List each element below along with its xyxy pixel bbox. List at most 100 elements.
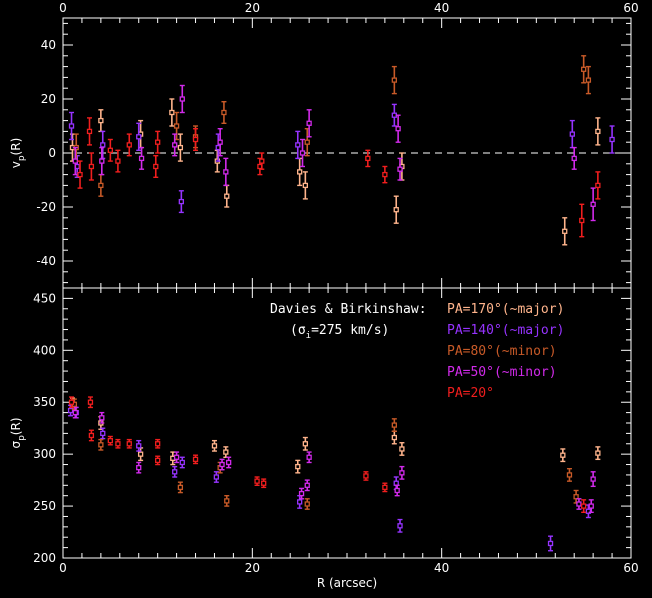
y-tick-label: 0 (48, 146, 56, 160)
x-tick-label-top: 0 (59, 1, 67, 15)
data-point-marker (136, 443, 142, 449)
data-point-marker (98, 182, 104, 189)
data-point-marker (562, 228, 568, 234)
data-point-marker (136, 134, 142, 140)
data-point-marker (609, 136, 615, 143)
legend-entry: PA=50°(~minor) (447, 365, 557, 380)
data-point-marker (172, 142, 178, 148)
data-point-marker (306, 120, 312, 126)
data-point-marker (298, 490, 305, 497)
data-point-marker (115, 158, 121, 164)
y-tick-label: 300 (33, 447, 56, 461)
data-point-marker (547, 540, 554, 547)
data-point-marker (88, 163, 95, 170)
series (72, 84, 596, 222)
data-point-marker (579, 217, 585, 224)
data-point-marker (302, 441, 308, 447)
data-point-marker (155, 441, 161, 447)
data-point-marker (153, 163, 159, 170)
data-point-marker (224, 498, 230, 504)
data-point-marker (179, 96, 185, 102)
series (72, 406, 596, 514)
y-tick-label: 40 (41, 38, 56, 52)
y-tick-label: -40 (36, 254, 56, 268)
data-point-marker (86, 128, 93, 135)
data-point-marker (99, 415, 105, 421)
data-point-marker (67, 407, 74, 414)
legend-entry: PA=20° (447, 386, 494, 401)
data-point-marker (77, 171, 83, 178)
data-point-marker (68, 399, 75, 405)
data-point-marker (581, 503, 587, 509)
series (68, 103, 615, 214)
bottom-y-axis-label: σp(R) (9, 417, 27, 448)
x-tick-label: 40 (434, 561, 449, 575)
data-point-marker (566, 472, 573, 478)
legend-entry: PA=170°(~major) (447, 302, 564, 317)
legend-entry: PA=80°(~minor) (447, 344, 557, 359)
data-point-marker (259, 158, 265, 164)
data-point-marker (98, 117, 104, 124)
data-point-marker (297, 169, 303, 175)
data-point-marker (172, 469, 178, 475)
x-tick-label: 0 (59, 561, 67, 575)
bottom-data-points (67, 396, 601, 552)
data-point-marker (115, 441, 121, 447)
data-point-marker (595, 128, 601, 135)
legend: Davies & Birkinshaw: (σi=275 km/s) PA=17… (270, 302, 564, 401)
bottom-panel: 200 250 300 350 400 450 0 20 40 60 σp(R) R (arcse… (9, 287, 639, 590)
data-point-marker (88, 432, 95, 439)
data-point-marker (126, 441, 132, 447)
data-point-marker (588, 503, 594, 509)
y-tick-label: 350 (33, 395, 56, 409)
data-point-marker (99, 158, 105, 164)
data-point-marker (302, 182, 308, 189)
data-point-marker (304, 139, 310, 145)
data-point-marker (221, 109, 227, 116)
data-point-marker (178, 198, 184, 205)
data-point-marker (138, 155, 145, 162)
data-point-marker (382, 171, 388, 178)
x-tick-label-top: 20 (245, 1, 260, 15)
data-point-marker (224, 193, 230, 199)
data-point-marker (393, 207, 399, 213)
y-tick-label: 200 (33, 551, 56, 565)
x-tick-label-top: 60 (623, 1, 638, 15)
data-point-marker (72, 409, 78, 416)
top-axis-ticks: -40 -20 0 20 40 0 20 40 60 (36, 1, 639, 288)
series (68, 396, 587, 514)
data-point-marker (100, 430, 106, 437)
legend-entry: PA=140°(~major) (447, 323, 564, 338)
legend-source-dispersion: (σi=275 km/s) (290, 323, 389, 341)
data-point-marker (192, 456, 199, 462)
data-point-marker (585, 77, 592, 83)
data-point-marker (391, 434, 397, 441)
legend-entries: PA=170°(~major) PA=140°(~major) PA=80°(~mi… (447, 302, 564, 401)
data-point-marker (126, 142, 132, 148)
data-point-marker (595, 182, 601, 189)
data-point-marker (304, 482, 310, 488)
y-tick-label: 400 (33, 343, 56, 357)
data-point-marker (179, 459, 185, 466)
data-point-marker (397, 523, 403, 529)
top-y-axis-label: vp(R) (9, 138, 27, 169)
data-point-marker (590, 476, 596, 482)
data-point-marker (219, 461, 225, 468)
data-point-marker (107, 147, 113, 153)
data-point-marker (365, 155, 371, 162)
data-point-marker (192, 136, 199, 143)
data-point-marker (399, 446, 405, 452)
data-point-marker (395, 126, 401, 132)
data-point-marker (297, 499, 303, 505)
data-point-marker (223, 169, 229, 175)
data-point-marker (397, 166, 403, 172)
y-tick-label: -20 (36, 200, 56, 214)
legend-source-title: Davies & Birkinshaw: (270, 302, 427, 317)
data-point-marker (306, 454, 312, 460)
series (77, 117, 601, 238)
data-point-marker (576, 501, 582, 507)
data-point-marker (391, 422, 397, 428)
data-point-marker (226, 459, 232, 466)
